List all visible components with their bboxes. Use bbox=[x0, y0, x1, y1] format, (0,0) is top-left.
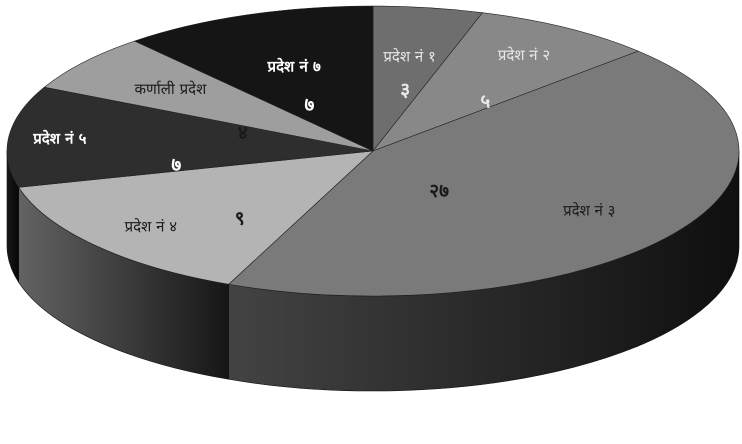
value-label: ९ bbox=[235, 207, 245, 229]
pie-sides bbox=[6, 150, 740, 392]
pie-labels: प्रदेश नं १ ३ प्रदेश नं २ ५ प्रदेश नं ३ २७ प्र… bbox=[32, 46, 615, 236]
slice-7 bbox=[133, 5, 374, 152]
category-label: प्रदेश नं २ bbox=[498, 46, 550, 64]
value-label: ५ bbox=[480, 91, 490, 113]
category-label: प्रदेश नं ७ bbox=[267, 58, 321, 76]
category-label: कर्णाली प्रदेश bbox=[135, 80, 208, 98]
category-label: प्रदेश नं ३ bbox=[563, 202, 615, 220]
category-label: प्रदेश नं १ bbox=[383, 47, 435, 65]
category-label: प्रदेश नं ५ bbox=[32, 129, 86, 147]
category-label: प्रदेश नं ४ bbox=[125, 218, 178, 236]
pie-slices bbox=[6, 5, 740, 297]
value-label: २७ bbox=[429, 180, 449, 202]
slice-3 bbox=[228, 50, 740, 297]
value-label: ७ bbox=[304, 94, 314, 116]
value-label: ७ bbox=[171, 154, 181, 176]
value-label: ४ bbox=[238, 122, 248, 144]
slice-5 bbox=[6, 86, 374, 188]
slice-6 bbox=[43, 40, 374, 152]
value-label: ३ bbox=[400, 79, 410, 101]
slice-4 bbox=[18, 150, 374, 285]
slice-2 bbox=[372, 12, 640, 152]
